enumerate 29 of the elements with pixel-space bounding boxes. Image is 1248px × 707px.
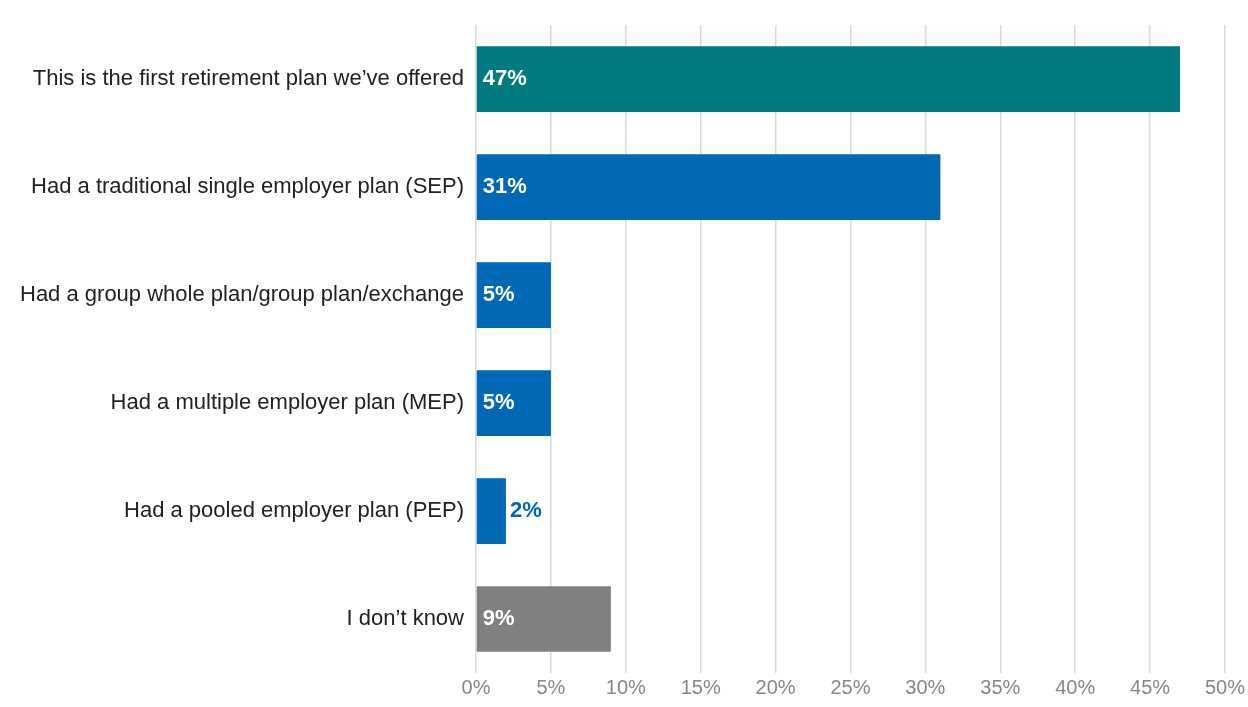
data-label: 31%	[482, 173, 527, 199]
x-tick-label: 15%	[680, 675, 721, 698]
data-label: 47%	[482, 65, 527, 91]
bar	[476, 370, 551, 436]
y-tick-label: Had a group whole plan/group plan/exchange	[20, 281, 464, 307]
y-tick-label: Had a pooled employer plan (PEP)	[124, 497, 464, 523]
data-label: 5%	[482, 281, 515, 307]
x-tick-label: 45%	[1130, 675, 1171, 698]
x-tick-label: 20%	[755, 675, 796, 698]
bar	[476, 46, 1181, 113]
bar	[476, 154, 941, 220]
data-label: 5%	[482, 389, 515, 415]
data-label: 2%	[509, 497, 542, 523]
y-tick-label: I don’t know	[346, 605, 465, 631]
y-tick-label: Had a multiple employer plan (MEP)	[110, 389, 464, 415]
x-tick-label: 50%	[1204, 675, 1246, 698]
x-tick-label: 35%	[980, 675, 1021, 698]
x-tick-label: 5%	[536, 675, 566, 698]
x-tick-label: 40%	[1055, 675, 1096, 698]
bar	[476, 262, 551, 328]
y-tick-label: This is the first retirement plan we’ve offered	[32, 65, 464, 91]
x-tick-label: 0%	[461, 675, 491, 698]
bar	[476, 586, 611, 652]
x-tick-label: 25%	[830, 675, 871, 698]
data-label: 9%	[482, 605, 515, 631]
y-tick-label: Had a traditional single employer plan (SEP)	[31, 173, 464, 199]
bar	[476, 478, 506, 544]
x-tick-label: 10%	[605, 675, 647, 698]
x-tick-label: 30%	[905, 675, 946, 698]
